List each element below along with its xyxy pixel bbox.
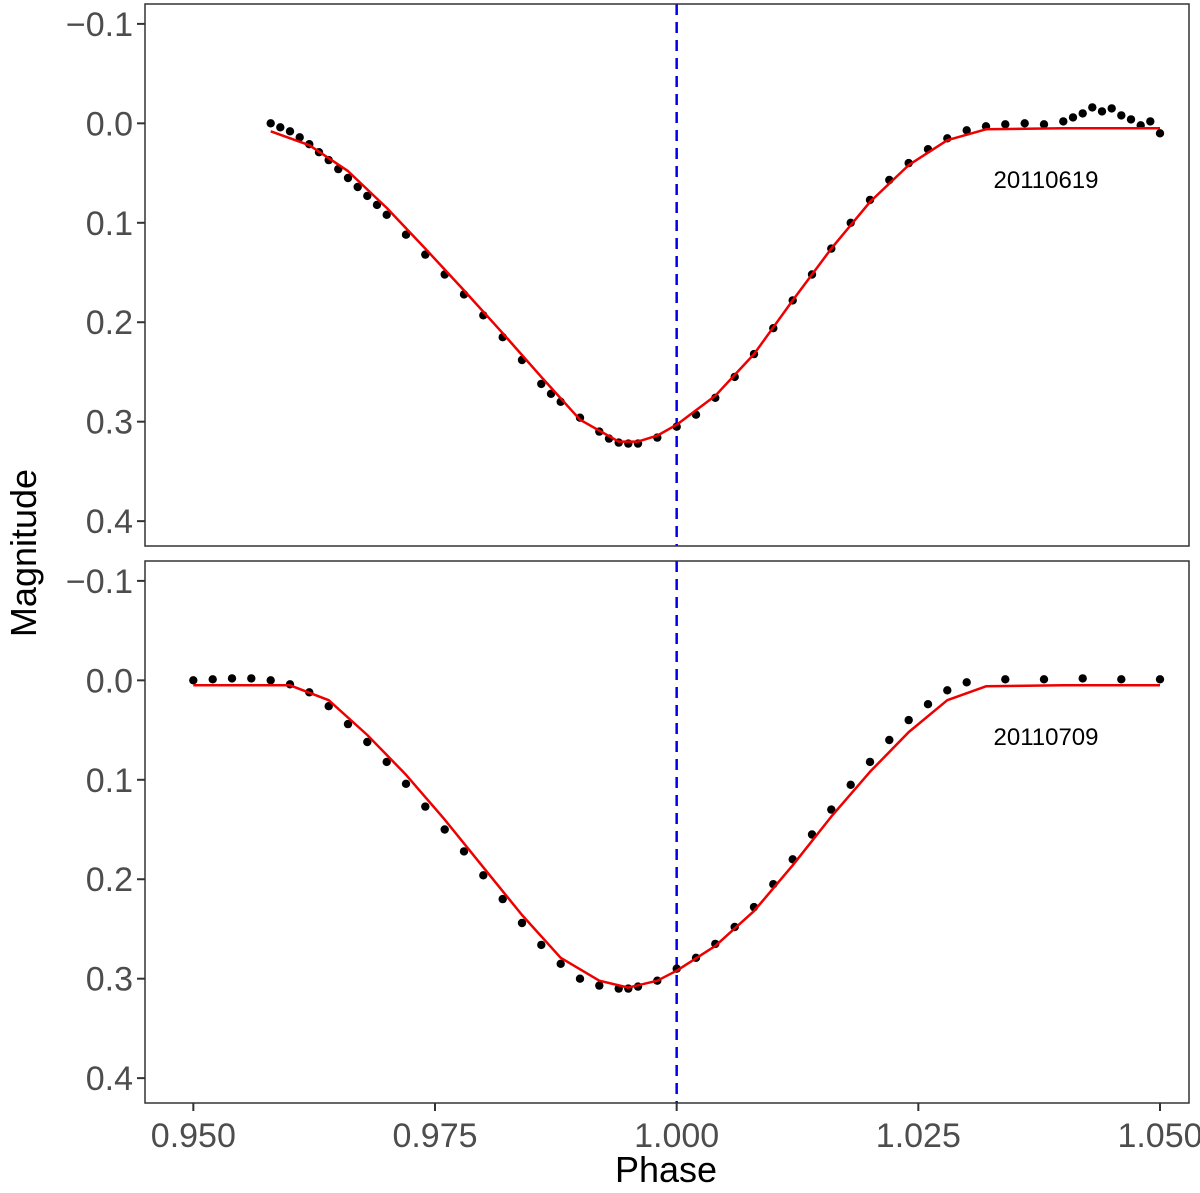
panel-border bbox=[144, 560, 1190, 1104]
data-point bbox=[382, 210, 391, 219]
data-point bbox=[440, 825, 449, 834]
y-tick-label: −0.1 bbox=[66, 6, 133, 44]
y-tick-label: 0.4 bbox=[86, 503, 133, 541]
data-point bbox=[595, 981, 604, 990]
data-point bbox=[498, 894, 507, 904]
data-point bbox=[537, 940, 546, 950]
data-point bbox=[295, 133, 304, 142]
x-tick-label: 1.000 bbox=[634, 1117, 719, 1155]
y-tick-label: −0.1 bbox=[66, 563, 133, 601]
data-point bbox=[1039, 675, 1049, 684]
data-point bbox=[1117, 675, 1126, 684]
data-point bbox=[962, 126, 971, 135]
y-tick-label: 0.2 bbox=[86, 861, 133, 899]
panel-1: −0.1 0.0 0.1 0.2 0.3 0.4 20110619 bbox=[66, 3, 1190, 547]
data-point bbox=[276, 123, 285, 132]
data-point bbox=[923, 700, 933, 709]
y-tick-label: 0.0 bbox=[86, 105, 133, 143]
fit-curve bbox=[270, 127, 1160, 443]
data-point bbox=[1097, 107, 1107, 116]
data-point bbox=[904, 715, 913, 725]
data-point bbox=[1117, 111, 1126, 120]
data-point bbox=[575, 974, 585, 983]
data-point bbox=[1059, 117, 1068, 126]
data-point bbox=[537, 379, 546, 389]
data-point bbox=[343, 719, 353, 729]
data-point bbox=[1001, 120, 1010, 129]
data-point bbox=[208, 675, 217, 684]
data-point bbox=[827, 805, 836, 814]
data-point bbox=[1088, 103, 1097, 112]
data-point bbox=[353, 182, 362, 192]
x-tick-label: 1.025 bbox=[876, 1117, 961, 1155]
data-point bbox=[1155, 129, 1165, 138]
data-point bbox=[517, 918, 527, 928]
data-point bbox=[266, 119, 275, 128]
x-tick-label: 1.050 bbox=[1117, 1117, 1200, 1155]
x-tick-label: 0.975 bbox=[392, 1117, 477, 1155]
data-point bbox=[189, 676, 198, 685]
x-axis: 0.950 0.975 1.000 1.025 1.050 bbox=[151, 1103, 1200, 1155]
data-point bbox=[1039, 120, 1049, 129]
y-tick-label: 0.0 bbox=[86, 662, 133, 700]
data-point bbox=[266, 676, 275, 685]
panels: −0.1 0.0 0.1 0.2 0.3 0.4 20110619 −0.1 0.0 0.1 0.2… bbox=[66, 3, 1190, 1104]
data-point bbox=[382, 757, 391, 767]
data-point bbox=[363, 191, 372, 201]
data-point bbox=[885, 735, 894, 745]
data-point bbox=[711, 393, 720, 402]
data-point bbox=[372, 200, 382, 210]
data-point bbox=[401, 230, 411, 239]
panel-label: 20110619 bbox=[994, 167, 1099, 194]
data-point bbox=[1001, 675, 1010, 684]
data-point bbox=[285, 127, 295, 136]
data-point bbox=[1068, 113, 1078, 122]
data-point bbox=[1078, 674, 1087, 683]
data-point bbox=[730, 372, 739, 382]
y-tick-label: 0.3 bbox=[86, 961, 133, 999]
panel-border bbox=[144, 3, 1190, 547]
data-point bbox=[479, 871, 488, 880]
data-point bbox=[962, 678, 971, 687]
data-point bbox=[556, 959, 565, 968]
data-point bbox=[846, 780, 855, 789]
fit-curve bbox=[193, 684, 1160, 989]
panel-label: 20110709 bbox=[994, 724, 1099, 751]
data-point bbox=[865, 195, 875, 205]
data-point bbox=[324, 702, 333, 711]
data-point bbox=[1126, 115, 1136, 124]
data-point bbox=[1020, 119, 1029, 128]
x-axis-title: Phase bbox=[615, 1149, 717, 1190]
y-tick-label: 0.1 bbox=[86, 762, 133, 800]
data-point bbox=[865, 757, 875, 767]
data-point bbox=[401, 779, 411, 788]
data-point bbox=[943, 686, 952, 695]
y-tick-label: 0.2 bbox=[86, 304, 133, 342]
y-axis-title: Magnitude bbox=[3, 469, 44, 637]
data-point bbox=[363, 737, 372, 747]
y-tick-label: 0.3 bbox=[86, 404, 133, 442]
y-tick-label: 0.1 bbox=[86, 205, 133, 243]
data-point bbox=[1078, 109, 1087, 118]
data-point bbox=[421, 802, 430, 811]
data-point bbox=[1155, 675, 1165, 684]
x-tick-label: 0.950 bbox=[151, 1117, 236, 1155]
data-point bbox=[227, 674, 237, 683]
y-tick-label: 0.4 bbox=[86, 1060, 133, 1098]
data-point bbox=[343, 173, 353, 183]
data-point bbox=[1146, 117, 1155, 126]
panel-2: −0.1 0.0 0.1 0.2 0.3 0.4 20110709 bbox=[66, 560, 1190, 1104]
data-point bbox=[459, 847, 469, 856]
data-point bbox=[1107, 104, 1116, 113]
data-point bbox=[247, 674, 256, 683]
